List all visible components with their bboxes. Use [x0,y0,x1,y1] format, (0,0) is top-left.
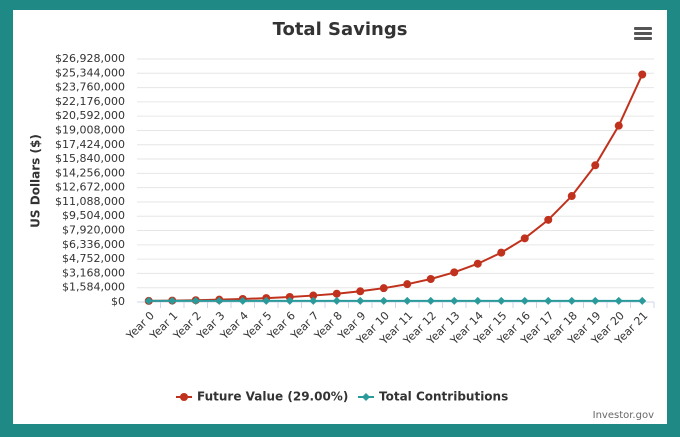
y-tick-label: $9,504,000 [62,209,125,222]
point [520,296,529,305]
point [497,248,506,257]
chart-title: Total Savings [273,19,408,40]
point [638,296,647,305]
menu-button[interactable] [634,27,652,40]
legend-item[interactable]: Total Contributions [358,390,508,404]
y-tick-label: $22,176,000 [55,95,125,108]
point [614,121,623,130]
menu-bar[interactable] [634,32,652,35]
point [638,70,647,79]
point [332,296,341,305]
point [567,296,576,305]
y-axis-title: US Dollars ($) [29,134,43,228]
point [403,296,412,305]
y-tick-label: $23,760,000 [55,81,125,94]
point [544,215,553,224]
point [403,280,412,289]
legend-marker [362,393,370,401]
credit: Investor.gov [593,410,654,421]
menu-bar[interactable] [634,27,652,30]
point [450,268,459,277]
y-tick-label: $0 [111,295,125,308]
point [168,296,177,305]
y-tick-label: $4,752,000 [62,252,125,265]
point [332,289,341,298]
y-tick-label: $26,928,000 [55,52,125,65]
chart-background [13,10,667,424]
legend-label: Total Contributions [379,390,508,404]
legend-marker [180,393,188,401]
y-tick-label: $15,840,000 [55,152,125,165]
point [544,296,553,305]
y-tick-label: $7,920,000 [62,224,125,237]
point [497,296,506,305]
y-tick-label: $11,088,000 [55,195,125,208]
point [285,296,294,305]
y-tick-label: $25,344,000 [55,66,125,79]
point [238,296,247,305]
point [567,192,576,201]
point [473,259,482,268]
point [309,291,318,300]
point [144,296,153,305]
point [191,296,200,305]
menu-bar[interactable] [634,37,652,40]
series-line [148,74,644,302]
y-tick-label: $19,008,000 [55,123,125,136]
y-tick-label: $6,336,000 [62,238,125,251]
point [614,296,623,305]
point [215,296,224,305]
point [426,275,435,284]
point [309,296,318,305]
point [379,296,388,305]
point [426,296,435,305]
point [520,234,529,243]
point [591,161,600,170]
legend-label: Future Value (29.00%) [197,390,348,404]
y-tick-label: $17,424,000 [55,138,125,151]
y-tick-label: $3,168,000 [62,266,125,279]
y-tick-label: $14,256,000 [55,166,125,179]
point [356,287,365,296]
point [473,296,482,305]
point [356,296,365,305]
point [262,296,271,305]
point [379,284,388,293]
point [591,296,600,305]
legend-item[interactable]: Future Value (29.00%) [176,390,348,404]
y-tick-label: $12,672,000 [55,181,125,194]
y-tick-label: $1,584,000 [62,281,125,294]
y-tick-label: $20,592,000 [55,109,125,122]
point [450,296,459,305]
